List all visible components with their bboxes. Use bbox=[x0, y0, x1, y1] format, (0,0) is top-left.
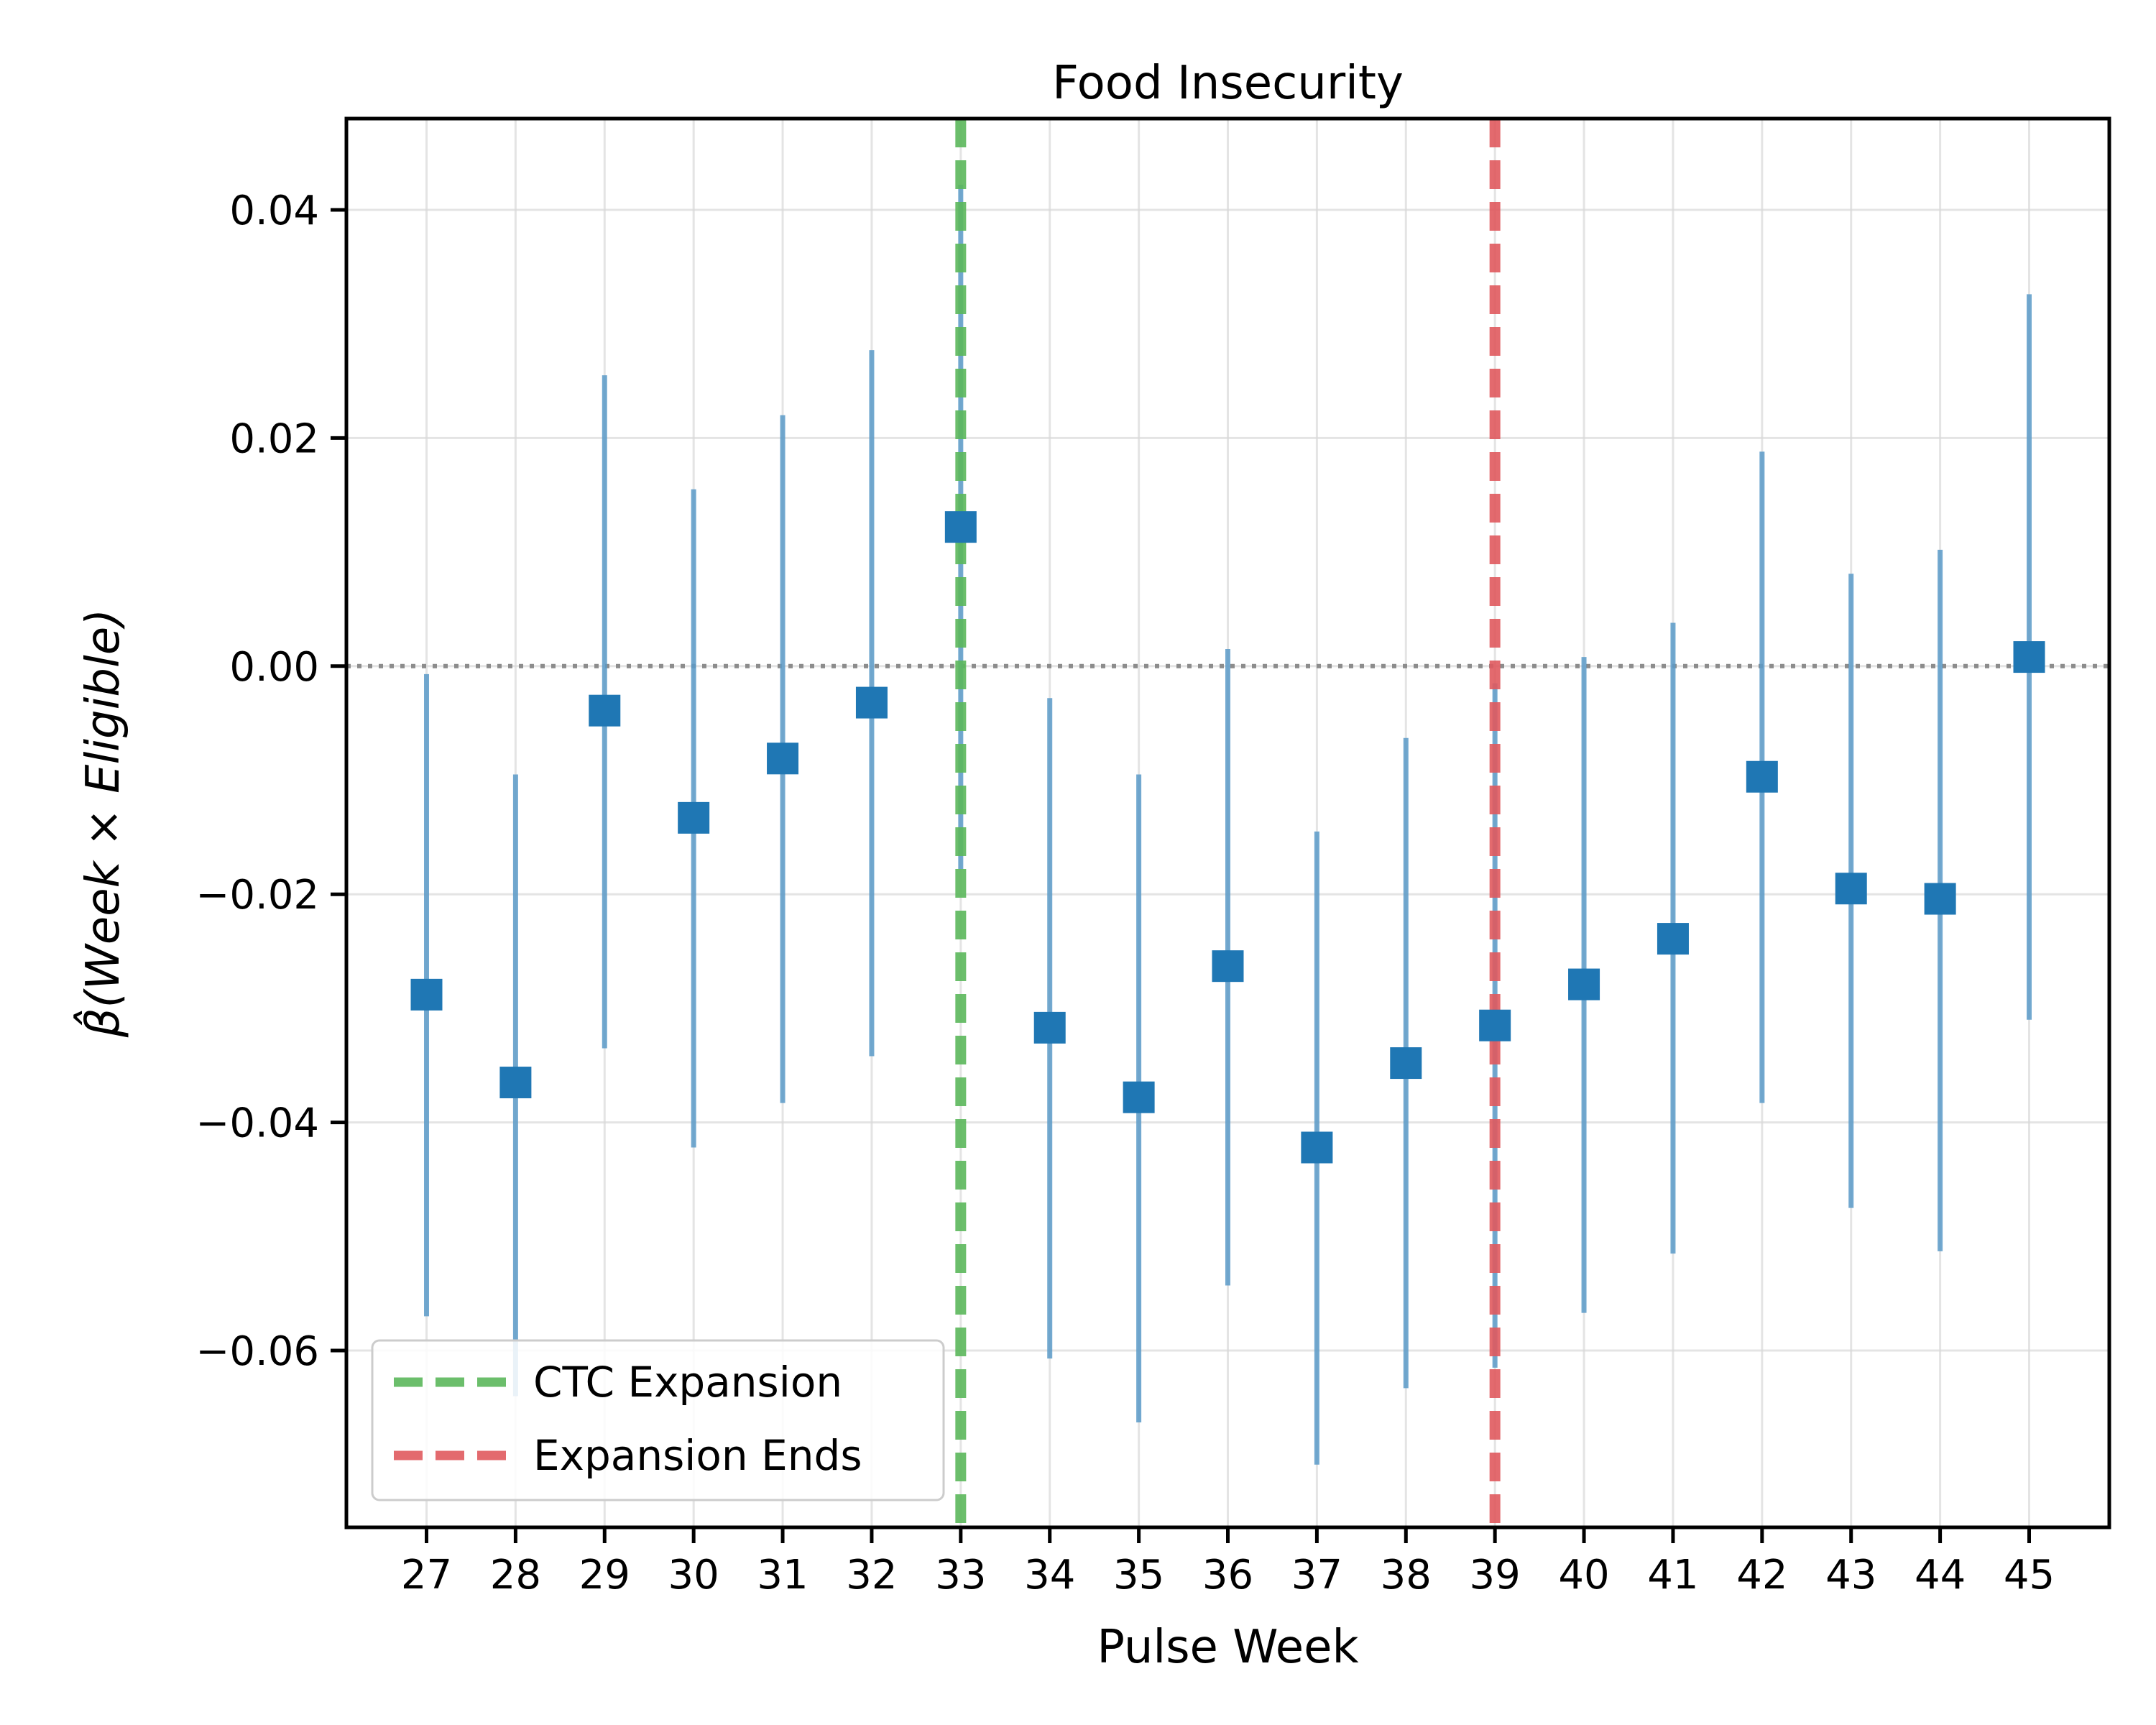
data-points bbox=[410, 511, 2045, 1164]
x-tick-label: 33 bbox=[935, 1552, 986, 1598]
data-point bbox=[1924, 883, 1956, 915]
x-tick-label: 37 bbox=[1291, 1552, 1342, 1598]
data-point bbox=[767, 742, 799, 775]
y-axis-ticks: −0.06 −0.04 −0.02 0.00 0.02 0.04 bbox=[195, 188, 346, 1375]
x-tick-label: 32 bbox=[846, 1552, 897, 1598]
legend: CTC Expansion Expansion Ends bbox=[371, 1339, 945, 1501]
data-point bbox=[410, 978, 443, 1011]
data-point bbox=[1835, 873, 1867, 905]
data-point bbox=[2013, 641, 2045, 673]
x-tick-label: 38 bbox=[1381, 1552, 1432, 1598]
chart-title: Food Insecurity bbox=[1052, 57, 1404, 110]
data-point bbox=[1212, 950, 1244, 983]
x-tick-label: 42 bbox=[1736, 1552, 1787, 1598]
x-tick-label: 39 bbox=[1470, 1552, 1521, 1598]
x-tick-label: 35 bbox=[1113, 1552, 1164, 1598]
x-tick-label: 41 bbox=[1647, 1552, 1698, 1598]
data-point bbox=[1746, 760, 1778, 793]
y-axis-title: β̂(Week × Eligible) bbox=[73, 609, 130, 1038]
data-point bbox=[944, 511, 977, 543]
y-tick-label: −0.06 bbox=[195, 1328, 319, 1375]
x-tick-label: 31 bbox=[757, 1552, 808, 1598]
legend-label: CTC Expansion bbox=[533, 1358, 842, 1407]
data-point bbox=[855, 686, 888, 719]
data-point bbox=[1568, 968, 1600, 1000]
x-tick-label: 44 bbox=[1915, 1552, 1966, 1598]
data-point bbox=[1657, 923, 1689, 955]
x-axis-ticks: 27 28 29 30 31 32 33 34 35 36 37 38 39 40 41 42 43 44 45 bbox=[401, 1527, 2055, 1598]
data-point bbox=[1033, 1011, 1066, 1044]
x-tick-label: 27 bbox=[401, 1552, 452, 1598]
data-point bbox=[499, 1067, 532, 1099]
x-tick-label: 30 bbox=[668, 1552, 719, 1598]
x-tick-label: 28 bbox=[490, 1552, 541, 1598]
y-tick-label: 0.00 bbox=[229, 644, 319, 691]
y-tick-label: 0.02 bbox=[229, 415, 319, 462]
x-axis-title: Pulse Week bbox=[1097, 1621, 1358, 1674]
legend-box bbox=[371, 1339, 945, 1501]
legend-label: Expansion Ends bbox=[533, 1431, 862, 1480]
reference-lines bbox=[955, 119, 1501, 1527]
y-tick-label: 0.04 bbox=[229, 188, 319, 234]
x-tick-label: 34 bbox=[1024, 1552, 1075, 1598]
x-tick-label: 36 bbox=[1202, 1552, 1253, 1598]
x-tick-label: 40 bbox=[1558, 1552, 1609, 1598]
data-point bbox=[1123, 1081, 1155, 1113]
data-point bbox=[678, 801, 710, 834]
data-point bbox=[1301, 1131, 1333, 1164]
data-point bbox=[589, 694, 621, 727]
data-point bbox=[1390, 1047, 1422, 1080]
data-point bbox=[1479, 1009, 1511, 1041]
x-tick-label: 43 bbox=[1825, 1552, 1876, 1598]
x-tick-label: 45 bbox=[2004, 1552, 2055, 1598]
x-tick-label: 29 bbox=[579, 1552, 630, 1598]
y-tick-label: −0.02 bbox=[195, 872, 319, 919]
y-tick-label: −0.04 bbox=[195, 1100, 319, 1147]
